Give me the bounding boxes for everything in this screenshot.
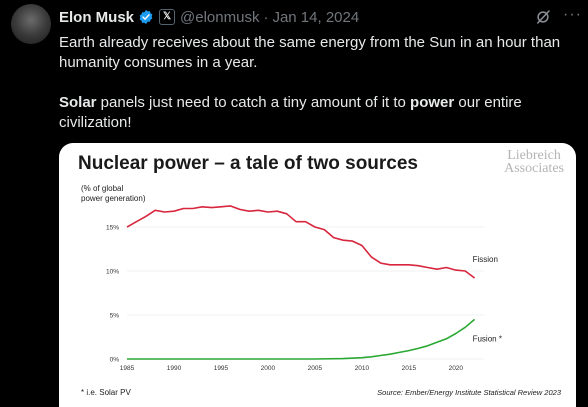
author-handle[interactable]: @elonmusk (180, 8, 260, 26)
tweet-media-image[interactable]: Nuclear power – a tale of two sources Li… (59, 143, 576, 407)
x-affiliate-icon: 𝕏 (159, 9, 176, 25)
x-tick-label: 1995 (214, 365, 229, 372)
chart-title: Nuclear power – a tale of two sources (78, 153, 418, 174)
y-tick-label: 10% (106, 269, 119, 276)
x-tick-label: 2015 (402, 365, 417, 372)
author-name[interactable]: Elon Musk (59, 8, 135, 26)
y-tick-label: 0% (110, 357, 120, 364)
x-tick-label: 2020 (449, 365, 464, 372)
tweet-paragraph-2: Solar panels just need to catch a tiny a… (59, 93, 569, 133)
tweet-header: Elon Musk 𝕏 @elonmusk · Jan 14, 2024 (59, 6, 359, 28)
series-label-fusion: Fusion * (473, 334, 502, 343)
x-tick-label: 1985 (120, 365, 135, 372)
y-tick-label: 5% (110, 313, 120, 320)
chart-source: Source: Ember/Energy Institute Statistic… (377, 388, 561, 397)
separator-dot: · (263, 8, 269, 26)
y-tick-label: 15% (106, 225, 119, 232)
brand-logo: Liebreich Associates (504, 148, 564, 176)
ylabel-line-2: power generation) (81, 194, 146, 203)
x-tick-label: 2000 (261, 365, 276, 372)
brand-line-1: Liebreich (507, 148, 561, 163)
chart-ylabel: (% of global power generation) (81, 184, 145, 204)
series-line-fission (126, 205, 476, 279)
chart-footnote: * i.e. Solar PV (81, 388, 131, 397)
more-icon[interactable]: ··· (563, 6, 582, 23)
x-tick-label: 2005 (308, 365, 323, 372)
paragraph-2-middle: panels just need to catch a tiny amount … (96, 94, 411, 111)
grok-icon[interactable] (534, 8, 552, 26)
x-tick-label: 2010 (355, 365, 370, 372)
series-line-fusion (127, 318, 476, 360)
verified-badge-icon (139, 10, 153, 24)
tweet-paragraph-1: Earth already receives about the same en… (59, 34, 561, 71)
tweet-text: Earth already receives about the same en… (59, 33, 569, 133)
bold-word-solar: Solar (59, 94, 97, 111)
ylabel-line-1: (% of global (81, 184, 124, 193)
brand-line-2: Associates (504, 161, 564, 176)
paragraph-2-end: our entire civilization! (59, 94, 522, 131)
bold-word-power: power (410, 94, 455, 111)
x-tick-label: 1990 (167, 365, 182, 372)
series-label-fission: Fission (473, 255, 498, 264)
chart-plot: 0% 5% 10% 15% 1985 1990 1995 2000 2005 2010 2015 20… (106, 205, 502, 372)
post-date[interactable]: Jan 14, 2024 (272, 8, 360, 26)
author-avatar[interactable] (11, 4, 51, 44)
